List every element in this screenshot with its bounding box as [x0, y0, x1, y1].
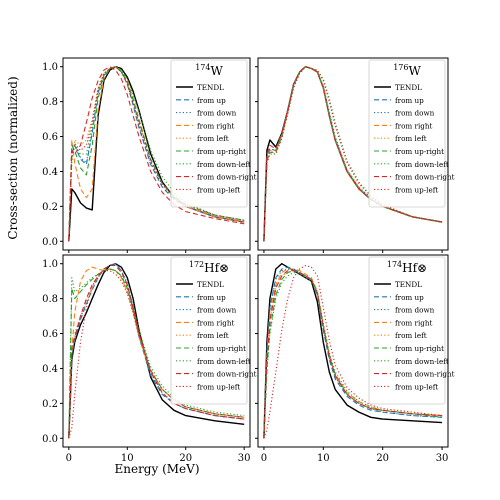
series-line-from-up-right — [263, 270, 443, 439]
x-tick-label: 10 — [121, 453, 134, 464]
series-line-TENDL — [68, 263, 245, 439]
y-tick-label: 0.2 — [42, 202, 58, 213]
series-line-from-up-left — [68, 270, 245, 439]
legend-label: from left — [395, 331, 427, 340]
y-axis-label: Cross-section (normalized) — [6, 76, 20, 239]
panel-top-right: 176W TENDL from up from down from right from … — [255, 57, 455, 253]
axes-frame — [257, 254, 449, 448]
series-line-from-up — [68, 263, 245, 439]
legend-label: from down-left — [197, 160, 251, 169]
x-tick-label: 0 — [66, 453, 72, 464]
legend-label: from down-left — [395, 357, 449, 366]
panel-top-left: 0.0 0.2 0.4 0.6 0.8 1.0 174W TENDL from up from d… — [42, 57, 257, 253]
legend-label: TENDL — [197, 83, 224, 92]
legend-label: from right — [197, 121, 234, 130]
series-line-from-down-right — [263, 66, 443, 242]
legend-label: from up-left — [395, 382, 438, 391]
panel-title-element: Hf⊗ — [204, 261, 229, 275]
y-tick-label: 1.0 — [42, 259, 58, 270]
legend-label: from down-right — [395, 370, 455, 379]
legend-box — [368, 256, 446, 405]
legend-label: from down-right — [395, 173, 455, 182]
panel-bottom-left: 0.0 0.2 0.4 0.6 0.8 1.0 0 10 20 30 172Hf⊗ TENDL from… — [42, 254, 257, 464]
panel-title-element: Hf⊗ — [402, 261, 427, 275]
legend-label: from up — [395, 96, 424, 105]
y-tick-label: 1.0 — [42, 62, 58, 73]
series-lines — [263, 263, 443, 439]
legend-label: from right — [197, 318, 234, 327]
x-tick-label: 10 — [317, 453, 330, 464]
legend-label: from up — [197, 293, 226, 302]
x-axis-label: Energy (MeV) — [114, 462, 199, 476]
y-tick-label: 0.6 — [42, 329, 58, 340]
legend-label: from down-right — [197, 173, 257, 182]
legend-label: from right — [395, 318, 432, 327]
y-tick-label: 0.2 — [42, 399, 58, 410]
panel-title: 174Hf⊗ — [387, 260, 427, 275]
panel-title-mass: 174 — [195, 63, 210, 72]
legend-label: from up-right — [395, 344, 444, 353]
legend: 174W TENDL from up from down from right from … — [170, 59, 257, 208]
x-tick-label: 20 — [376, 453, 389, 464]
legend-label: from up — [395, 293, 424, 302]
x-tick-label: 20 — [179, 453, 192, 464]
series-line-from-left — [68, 268, 245, 439]
legend: 176W TENDL from up from down from right from … — [368, 59, 455, 208]
legend-label: from right — [395, 121, 432, 130]
panel-title: 172Hf⊗ — [189, 260, 229, 275]
series-line-TENDL — [263, 263, 443, 439]
axes-frame — [257, 57, 449, 251]
panel-bottom-right: 0 10 20 30 174Hf⊗ TENDL from up from down from r… — [255, 254, 455, 464]
legend-label: from down — [395, 109, 435, 118]
legend-label: from up-left — [197, 185, 240, 194]
legend-label: TENDL — [197, 280, 224, 289]
legend-label: from down — [197, 306, 237, 315]
legend-box — [368, 59, 446, 208]
legend-label: from down-left — [395, 160, 449, 169]
panel-title-mass: 176 — [393, 63, 408, 72]
legend-label: from left — [197, 134, 229, 143]
legend-box — [170, 256, 248, 405]
series-line-from-down-left — [263, 271, 443, 439]
legend-box — [170, 59, 248, 208]
panel-title: 176W — [393, 63, 421, 78]
y-tick-label: 0.0 — [42, 237, 58, 248]
legend-label: from left — [197, 331, 229, 340]
panel-title: 174W — [195, 63, 223, 78]
legend-label: from up-right — [395, 147, 444, 156]
legend-label: from down-right — [197, 370, 257, 379]
legend-label: from down — [197, 109, 237, 118]
legend-label: TENDL — [395, 83, 422, 92]
y-tick-label: 0.8 — [42, 97, 58, 108]
legend: 172Hf⊗ TENDL from up from down from right fro… — [170, 256, 257, 405]
series-line-from-up — [263, 266, 443, 439]
legend-label: from up-right — [197, 147, 246, 156]
x-tick-label: 30 — [436, 453, 449, 464]
legend-label: from up-left — [395, 185, 438, 194]
panel-title-mass: 174 — [387, 260, 402, 269]
axes-frame — [62, 57, 251, 251]
y-tick-label: 0.6 — [42, 132, 58, 143]
series-line-from-down-right — [263, 270, 443, 439]
axes-frame — [62, 254, 251, 448]
legend-label: from left — [395, 134, 427, 143]
x-tick-label: 30 — [238, 453, 251, 464]
panel-title-element: W — [408, 64, 421, 78]
y-tick-label: 0.0 — [42, 434, 58, 445]
legend-label: from up — [197, 96, 226, 105]
legend-label: from down — [395, 306, 435, 315]
legend-label: from up-left — [197, 382, 240, 391]
x-tick-label: 0 — [261, 453, 267, 464]
panel-title-mass: 172 — [189, 260, 204, 269]
panel-title-element: W — [210, 64, 223, 78]
y-tick-label: 0.4 — [42, 364, 58, 375]
legend-label: TENDL — [395, 280, 422, 289]
y-tick-label: 0.4 — [42, 167, 58, 178]
legend: 174Hf⊗ TENDL from up from down from right fro… — [368, 256, 455, 405]
legend-label: from down-left — [197, 357, 251, 366]
y-tick-label: 0.8 — [42, 294, 58, 305]
legend-label: from up-right — [197, 344, 246, 353]
